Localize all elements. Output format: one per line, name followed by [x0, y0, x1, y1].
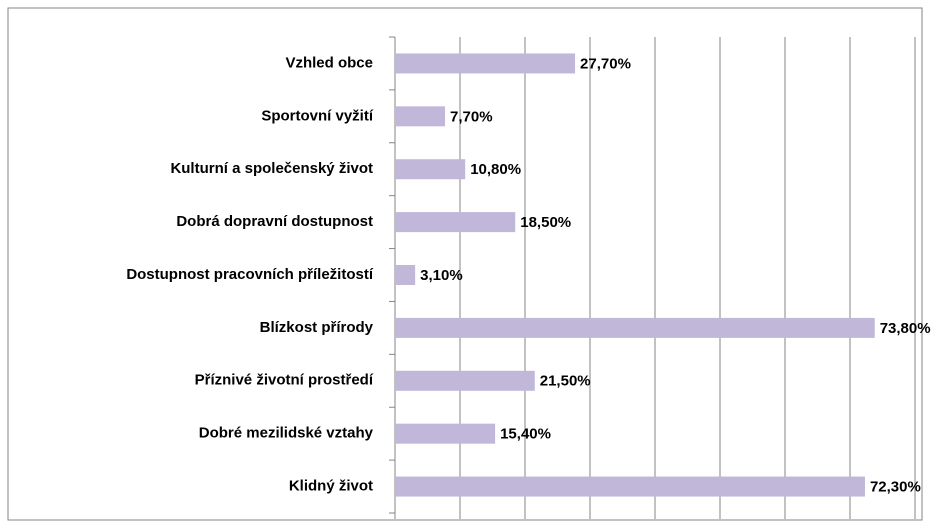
data-label: 15,40% [500, 426, 551, 443]
data-label: 3,10% [420, 267, 463, 284]
y-tick-label: Blízkost přírody [260, 319, 374, 336]
data-label: 21,50% [540, 373, 591, 390]
y-tick-label: Dostupnost pracovních příležitostí [126, 266, 374, 283]
y-tick-label: Kulturní a společenský život [170, 160, 373, 177]
y-tick-label: Vzhled obce [285, 54, 373, 71]
data-label: 73,80% [880, 320, 931, 337]
y-tick-label: Klidný život [289, 478, 373, 495]
data-label: 7,70% [450, 108, 493, 125]
bar [395, 370, 535, 391]
data-label: 10,80% [470, 161, 521, 178]
y-tick-label: Sportovní vyžití [261, 107, 374, 124]
y-tick-label: Dobrá dopravní dostupnost [176, 213, 373, 230]
y-tick-label: Příznivé životní prostředí [195, 372, 374, 389]
bar [395, 53, 576, 74]
y-tick-label: Dobré mezilidské vztahy [199, 425, 374, 442]
data-label: 72,30% [870, 479, 921, 496]
bar [395, 265, 416, 285]
bar [395, 106, 446, 127]
bar [395, 476, 865, 497]
bar [395, 423, 496, 444]
bar [395, 159, 466, 180]
data-label: 27,70% [580, 55, 631, 72]
bar [395, 212, 516, 233]
bar [395, 317, 875, 338]
data-label: 18,50% [520, 214, 571, 231]
